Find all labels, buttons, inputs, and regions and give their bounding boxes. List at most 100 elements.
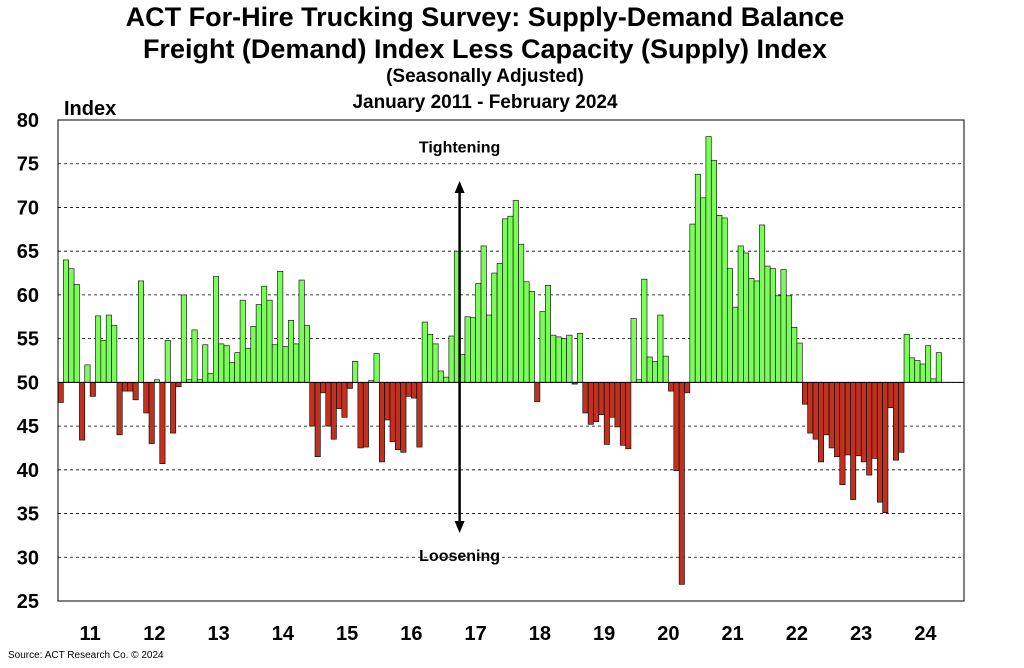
bar: [919, 363, 926, 383]
bar: [389, 382, 396, 443]
bar: [384, 382, 391, 421]
bar: [132, 382, 139, 401]
bar: [341, 382, 348, 418]
bar: [866, 382, 873, 476]
bar: [68, 268, 75, 383]
bar: [914, 360, 921, 383]
bar: [218, 343, 225, 383]
y-tick-labels: 25 30 35 40 45 50 55 60 65 70 75 80: [17, 110, 39, 613]
bar: [534, 382, 541, 402]
y-tick-label: 60: [17, 285, 39, 307]
bar: [202, 344, 209, 383]
bar: [705, 136, 712, 383]
y-tick-label: 40: [17, 460, 39, 482]
bar: [411, 382, 418, 399]
bar: [421, 321, 428, 383]
bar: [512, 200, 519, 383]
bar: [212, 276, 219, 383]
source-note: Source: ACT Research Co. © 2024: [8, 650, 164, 661]
annotations: Tightening Loosening: [419, 139, 500, 564]
bar: [507, 215, 514, 383]
bar: [598, 382, 605, 416]
bar: [603, 382, 610, 445]
bar: [282, 346, 289, 383]
bar: [834, 382, 841, 457]
bar: [716, 215, 723, 383]
bar: [277, 270, 284, 383]
bar: [700, 197, 707, 383]
bar: [641, 278, 648, 383]
bar: [234, 352, 241, 383]
bar: [480, 245, 487, 383]
bar: [378, 382, 385, 463]
bar: [346, 382, 353, 389]
bar: [330, 382, 337, 440]
x-tick-label: 18: [529, 623, 551, 645]
x-tick-label: 13: [208, 623, 230, 645]
y-tick-label: 45: [17, 416, 39, 438]
bar: [555, 336, 562, 383]
bar: [807, 382, 814, 434]
bar: [111, 325, 118, 383]
bar: [882, 382, 889, 513]
bar: [528, 291, 535, 383]
bar: [614, 382, 621, 428]
bar: [684, 382, 691, 394]
bar: [191, 329, 198, 383]
bar: [818, 382, 824, 463]
bar: [138, 280, 144, 383]
bar: [561, 338, 567, 383]
bar: [314, 382, 321, 457]
bar: [175, 382, 182, 388]
bar: [448, 335, 455, 383]
bar: [261, 285, 268, 383]
bar: [582, 382, 589, 414]
bar: [57, 382, 64, 403]
bar: [148, 382, 155, 444]
bar: [764, 265, 771, 383]
x-tick-label: 22: [786, 623, 808, 645]
bar: [405, 382, 412, 397]
x-tick-label: 19: [593, 623, 615, 645]
bar: [721, 217, 728, 383]
bar: [127, 382, 134, 392]
y-tick-label: 75: [17, 154, 39, 176]
y-tick-label: 30: [17, 547, 39, 569]
bar: [121, 382, 128, 392]
bar: [689, 223, 696, 383]
bar: [935, 352, 942, 383]
annotation-label: Loosening: [419, 548, 500, 565]
bar: [475, 283, 482, 383]
bar: [223, 345, 230, 383]
bar: [710, 159, 717, 383]
bar: [769, 268, 776, 383]
bar: [759, 224, 766, 383]
bar: [566, 334, 573, 383]
bar: [400, 382, 407, 453]
bar: [930, 378, 937, 383]
bar: [609, 382, 616, 418]
bar: [229, 361, 236, 383]
bar: [539, 311, 546, 383]
bar: [437, 370, 444, 383]
bar: [737, 245, 744, 383]
bar: [271, 344, 278, 383]
annotation-label: Tightening: [419, 139, 500, 156]
bar: [839, 382, 846, 485]
y-axis-label: Index: [64, 98, 117, 120]
bar: [748, 277, 755, 383]
x-tick-label: 15: [336, 623, 358, 645]
bar: [73, 284, 80, 383]
bar: [357, 382, 364, 449]
bar: [550, 334, 557, 383]
bar: [903, 333, 910, 383]
bar: [464, 316, 471, 383]
bar: [844, 382, 851, 456]
bar: [673, 382, 680, 471]
bar: [796, 342, 803, 383]
bar: [298, 279, 305, 383]
x-tick-label: 23: [850, 623, 872, 645]
bar: [743, 252, 750, 383]
bar: [860, 382, 867, 463]
bar: [876, 382, 883, 503]
